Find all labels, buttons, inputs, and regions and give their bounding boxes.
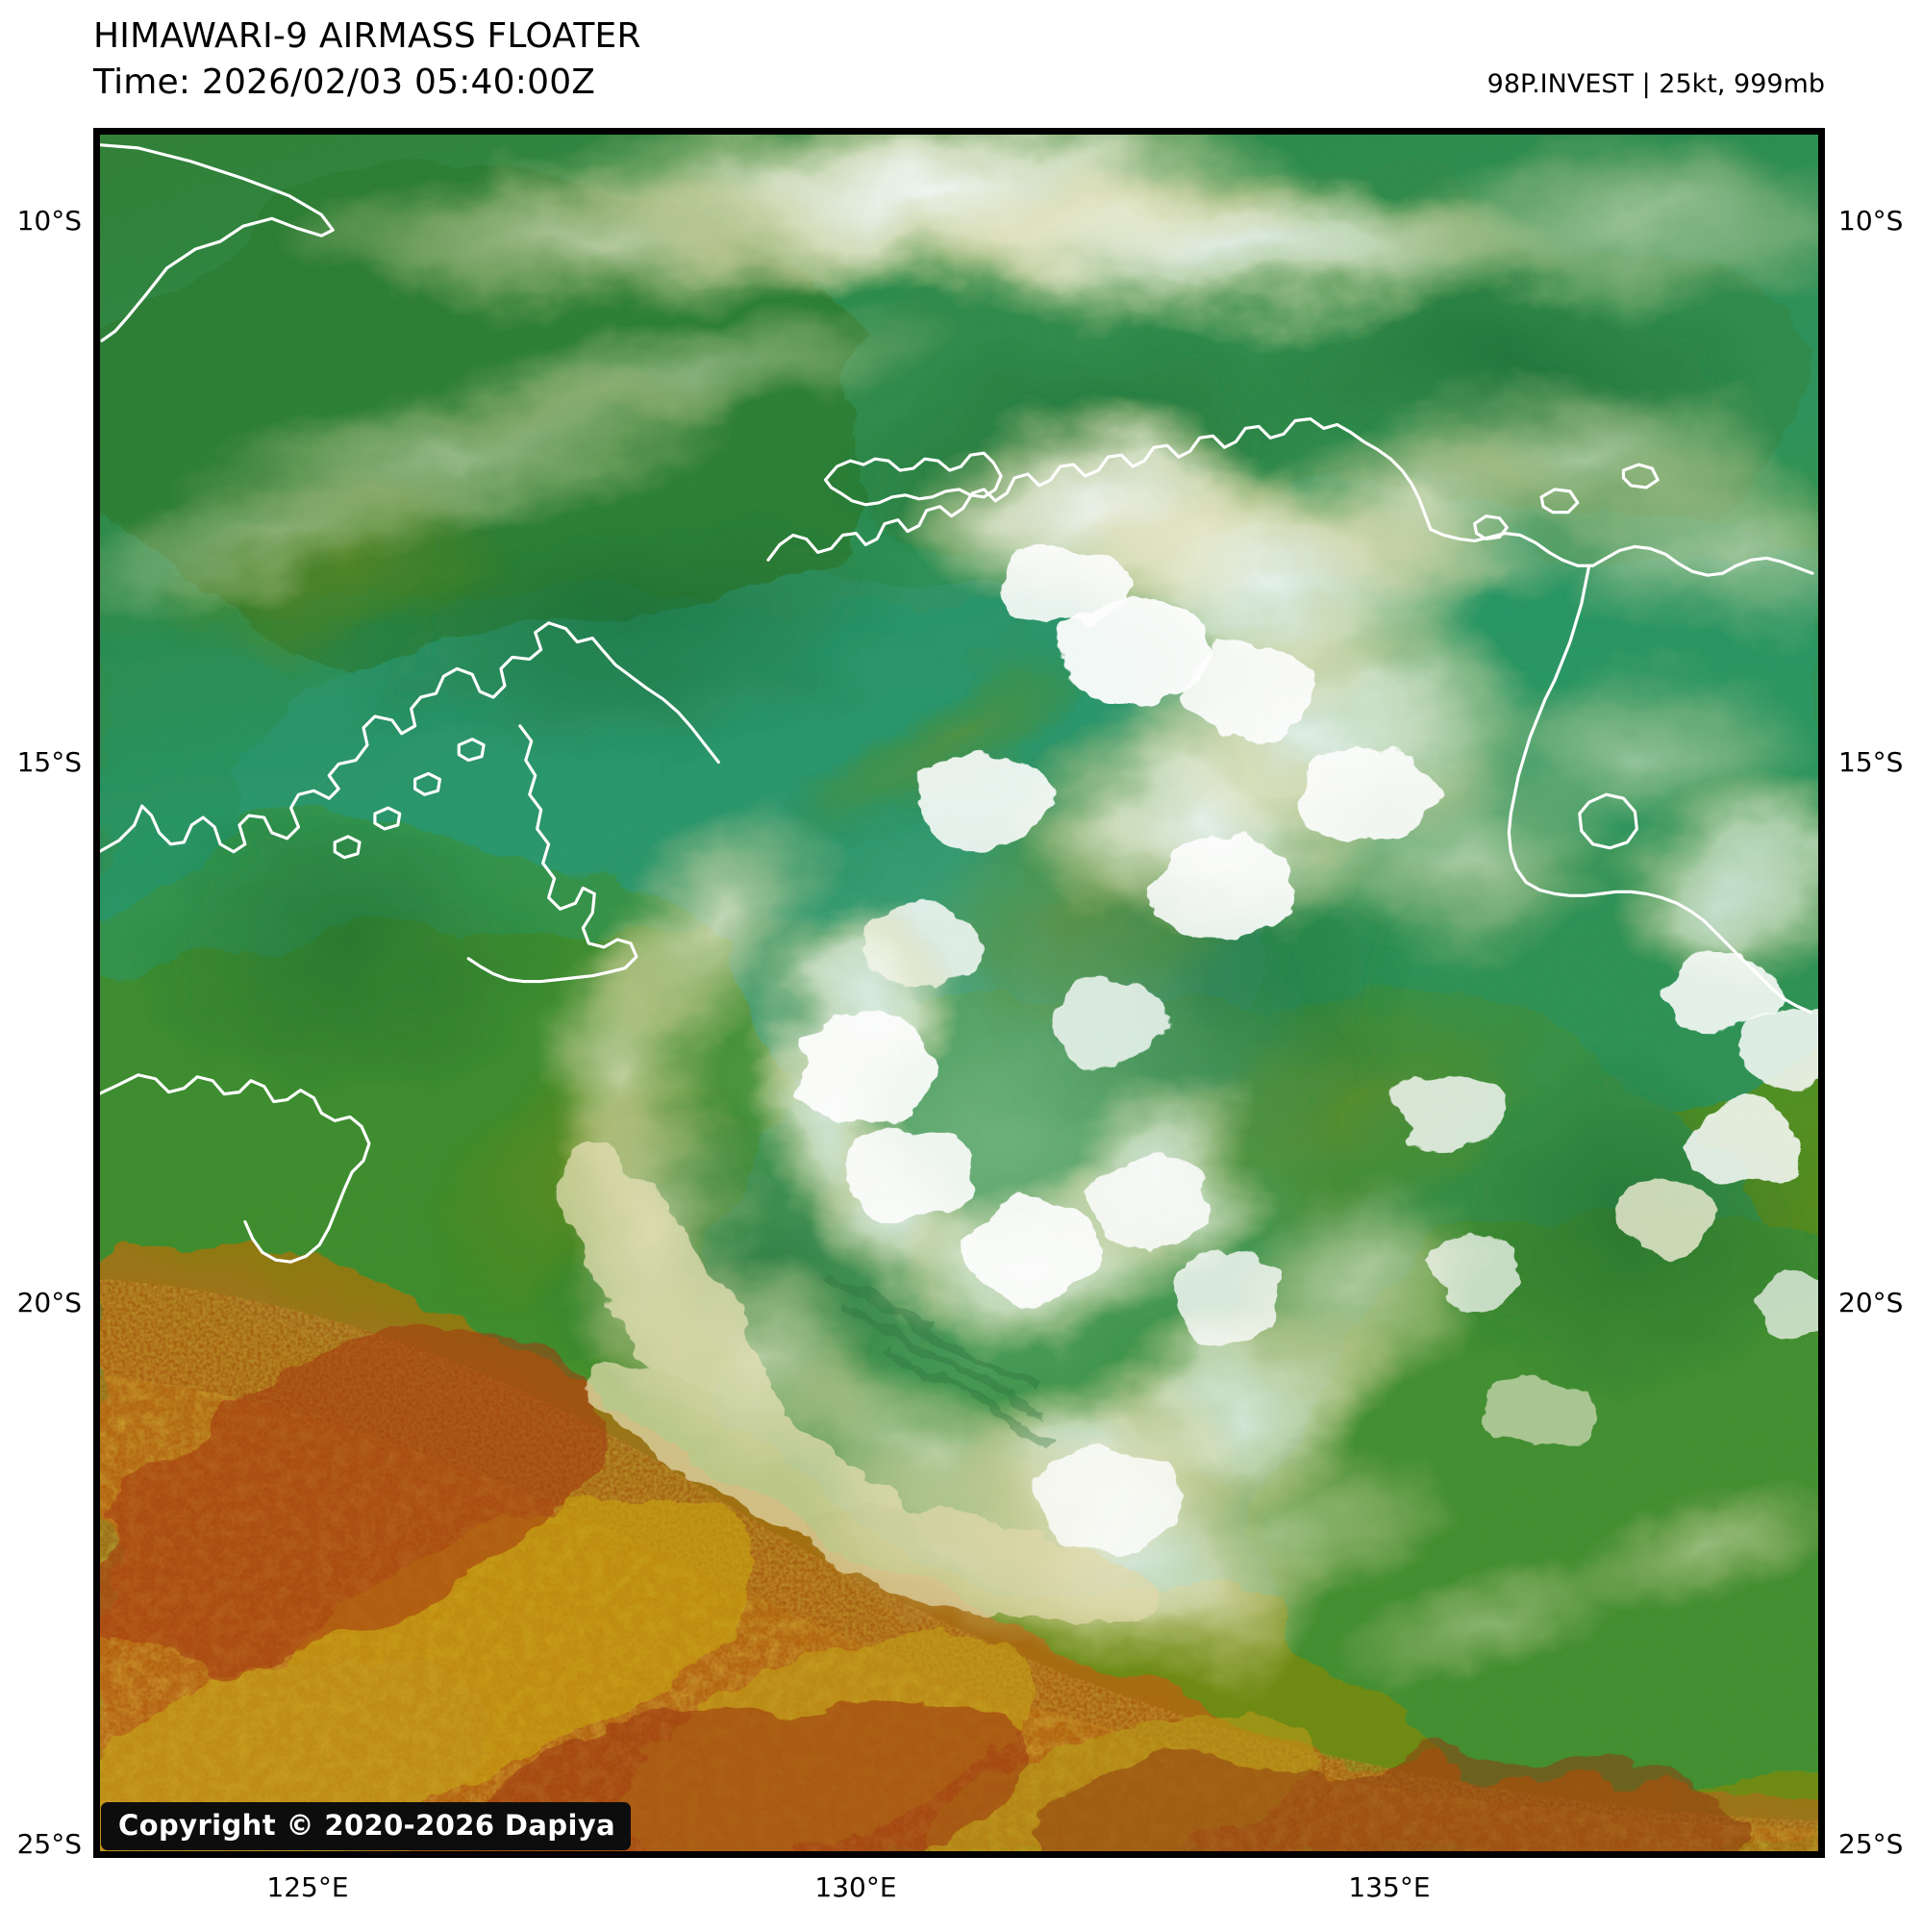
- lat-label-left-15s: 15°S: [16, 746, 82, 778]
- lon-label-135e: 135°E: [1348, 1871, 1431, 1903]
- lat-label-right-10s: 10°S: [1838, 205, 1904, 237]
- lat-label-right-25s: 25°S: [1838, 1828, 1904, 1860]
- header-title-block: HIMAWARI-9 AIRMASS FLOATER Time: 2026/02…: [93, 13, 641, 106]
- lat-label-right-20s: 20°S: [1838, 1287, 1904, 1318]
- lat-label-right-15s: 15°S: [1838, 746, 1904, 778]
- copyright-banner: Copyright © 2020-2026 Dapiya: [101, 1802, 632, 1850]
- storm-info-label: 98P.INVEST | 25kt, 999mb: [1486, 69, 1825, 99]
- lon-label-130e: 130°E: [814, 1871, 897, 1903]
- lon-label-125e: 125°E: [266, 1871, 349, 1903]
- lat-label-left-20s: 20°S: [16, 1287, 82, 1318]
- lat-label-left-25s: 25°S: [16, 1828, 82, 1860]
- airmass-rgb-imagery: [100, 135, 1818, 1851]
- satellite-image-plot[interactable]: Copyright © 2020-2026 Dapiya: [93, 128, 1825, 1858]
- page-title: HIMAWARI-9 AIRMASS FLOATER: [93, 16, 641, 56]
- timestamp-label: Time: 2026/02/03 05:40:00Z: [93, 63, 596, 102]
- lat-label-left-10s: 10°S: [16, 205, 82, 237]
